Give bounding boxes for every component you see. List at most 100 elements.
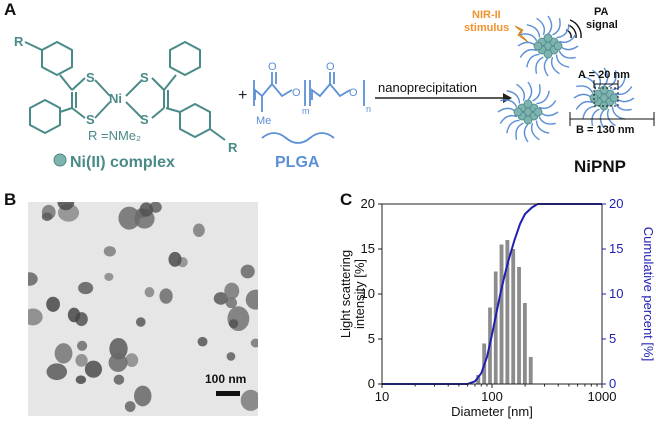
- arrow-label: nanoprecipitation: [378, 80, 477, 95]
- dimension-a: A = 20 nm: [578, 69, 630, 81]
- complex-bead: [523, 115, 533, 125]
- tem-particle: [168, 251, 182, 267]
- panel-label-a: A: [4, 0, 17, 19]
- tem-particle: [54, 343, 73, 364]
- tem-particle: [28, 272, 38, 286]
- sulfur-atom: S: [86, 70, 95, 85]
- polymer-chain: [555, 54, 570, 68]
- polymer-chain: [582, 105, 596, 120]
- polymer-chain: [599, 109, 605, 129]
- y-tick-label: 10: [361, 286, 375, 301]
- tem-particle: [28, 308, 43, 326]
- oxygen-atom: O: [349, 87, 358, 99]
- plot-frame: [381, 203, 603, 385]
- tem-particle: [133, 385, 152, 407]
- y-tick-label: 5: [368, 331, 375, 346]
- sulfur-atom: S: [140, 112, 149, 127]
- nanoparticle: [517, 15, 579, 77]
- tem-particle: [75, 375, 87, 385]
- tem-particles: [28, 202, 258, 412]
- y-axis-label-line1: Light scattering: [340, 250, 353, 338]
- polymer-chain: [535, 120, 550, 134]
- complex-bead: [523, 99, 533, 109]
- subscript-m: m: [302, 106, 310, 116]
- tem-particle: [109, 337, 128, 360]
- tem-particle: [245, 289, 258, 310]
- tem-particle: [125, 353, 139, 368]
- complex-bead: [543, 33, 553, 43]
- tem-particle: [103, 246, 116, 257]
- tem-particle: [213, 292, 228, 305]
- signal-line1: PA: [594, 6, 609, 18]
- histogram-bar: [476, 375, 481, 384]
- polymer-chain: [603, 67, 609, 87]
- ni-complex-label: Ni(II) complex: [70, 154, 175, 171]
- x-axis-label: Diameter [nm]: [451, 404, 533, 419]
- polymer-chain: [575, 100, 594, 110]
- polymer-chain: [523, 123, 529, 143]
- histogram-bar: [499, 244, 504, 384]
- polymer-chain: [550, 56, 560, 75]
- ni-complex-bead-icon: [53, 153, 67, 167]
- polymer-chain: [558, 34, 577, 44]
- tem-particle: [46, 296, 60, 312]
- polymer-chain: [517, 41, 537, 47]
- tem-particle: [193, 223, 205, 237]
- sulfur-atom: S: [140, 70, 149, 85]
- tem-particle: [159, 288, 173, 304]
- polymer-chain: [506, 90, 521, 104]
- tem-particle: [113, 374, 125, 385]
- phenyl-ring: [29, 98, 61, 135]
- nanoparticle: [497, 81, 559, 143]
- polymer-chain: [552, 18, 561, 36]
- histogram-bar: [511, 249, 516, 384]
- tem-particle: [75, 353, 88, 367]
- dimension-b: B = 130 nm: [576, 124, 635, 136]
- scale-bar: [216, 391, 240, 396]
- tem-micrograph: 100 nm: [28, 202, 258, 416]
- polymer-chain: [532, 84, 541, 102]
- phenyl-ring: [41, 40, 73, 77]
- plga-label: PLGA: [275, 154, 320, 171]
- complex-bead: [543, 49, 553, 59]
- y2-tick-label: 15: [609, 241, 623, 256]
- tem-particle: [250, 338, 258, 348]
- complex-bead: [533, 107, 543, 117]
- polymer-chain: [526, 24, 541, 38]
- complex-bead: [533, 41, 543, 51]
- polymer-chain: [539, 111, 559, 117]
- y2-tick-label: 5: [609, 331, 616, 346]
- polymer-chain: [606, 108, 616, 127]
- polymer-chain: [516, 83, 526, 102]
- tem-particle: [139, 202, 154, 217]
- tem-particle: [67, 307, 81, 323]
- plga-structure: [253, 72, 365, 144]
- tem-particle: [227, 306, 250, 332]
- panel-label-b: B: [4, 190, 17, 209]
- plus-sign: +: [238, 87, 247, 104]
- polymer-chain: [612, 76, 626, 91]
- tem-particle: [124, 401, 136, 412]
- complex-bead: [599, 85, 609, 95]
- polymer-chain: [592, 69, 602, 88]
- y-tick-label: 15: [361, 241, 375, 256]
- x-tick-label: 1000: [588, 389, 617, 404]
- y2-tick-label: 20: [609, 196, 623, 211]
- x-tick-label: 100: [481, 389, 503, 404]
- polymer-chain: [520, 33, 538, 42]
- polymer-chain: [527, 81, 533, 101]
- tem-particle: [229, 319, 239, 329]
- stimulus-line1: NIR-II: [472, 9, 501, 21]
- dimension-markers: [569, 80, 655, 126]
- tem-particle: [78, 281, 94, 295]
- polymer-chain: [500, 99, 518, 108]
- nanoparticle-group: [497, 15, 635, 143]
- tem-particle: [240, 264, 255, 279]
- complex-bead: [553, 41, 563, 51]
- methyl-group: Me: [256, 115, 271, 127]
- tem-particle: [144, 287, 155, 298]
- polymer-chain: [614, 86, 633, 96]
- polymer-chain: [615, 97, 635, 103]
- y2-tick-label: 0: [609, 376, 616, 391]
